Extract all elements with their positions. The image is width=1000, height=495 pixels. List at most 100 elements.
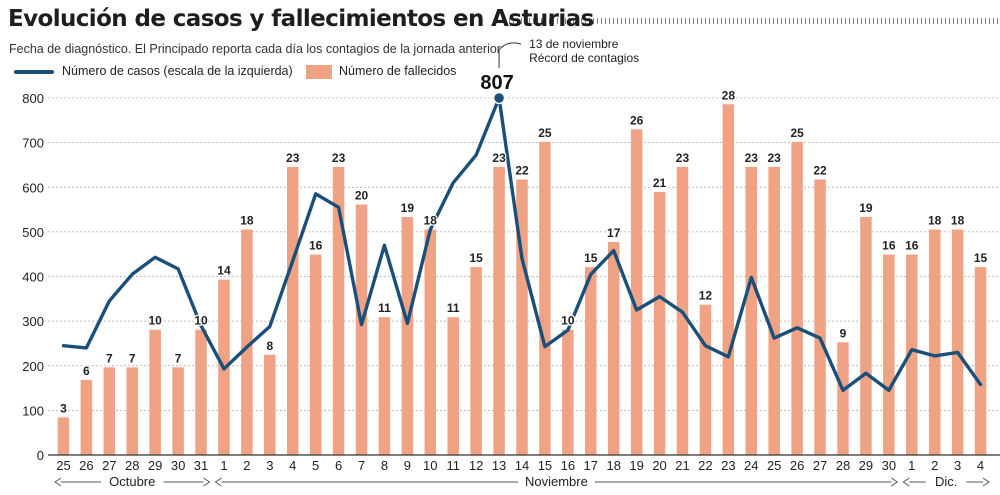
peak-value-label: 807: [480, 72, 513, 94]
bar: [928, 229, 941, 455]
bar: [951, 229, 964, 455]
bar-value-label: 22: [515, 163, 529, 177]
x-tick-label: 1: [220, 458, 227, 473]
x-tick-label: 24: [744, 458, 758, 473]
x-tick-label: 1: [908, 458, 915, 473]
x-tick-label: 13: [492, 458, 506, 473]
y-tick-label: 0: [37, 448, 44, 463]
bar-value-label: 7: [129, 351, 136, 365]
x-tick-label: 15: [538, 458, 552, 473]
bar-value-label: 14: [217, 264, 231, 278]
bar-value-label: 9: [840, 326, 847, 340]
bar: [814, 179, 826, 455]
legend-line-swatch: [14, 70, 54, 74]
y-tick-label: 600: [22, 180, 44, 195]
bar-value-label: 22: [813, 163, 827, 177]
x-tick-label: 26: [790, 458, 804, 473]
bar-value-label: 6: [83, 364, 90, 378]
x-tick-label: 16: [561, 458, 575, 473]
bar: [539, 141, 551, 455]
y-tick-label: 100: [22, 403, 44, 418]
bar: [195, 329, 207, 455]
legend-bar-label: Número de fallecidos: [339, 64, 457, 78]
annotation-date: 13 de noviembre: [529, 37, 619, 51]
x-tick-label: 12: [469, 458, 483, 473]
bar: [768, 166, 780, 456]
bar-value-label: 23: [745, 151, 759, 165]
x-tick-label: 4: [289, 458, 296, 473]
bar-value-label: 17: [607, 226, 621, 240]
bar: [722, 104, 735, 456]
bar: [126, 367, 138, 455]
month-arrow: [891, 477, 899, 487]
x-tick-label: 31: [194, 458, 208, 473]
x-tick-label: 18: [606, 458, 620, 473]
bar-value-label: 7: [106, 351, 113, 365]
bar-value-label: 8: [266, 339, 273, 353]
x-tick-label: 21: [675, 458, 689, 473]
bar-value-label: 16: [905, 239, 919, 253]
bar-value-label: 28: [722, 88, 736, 102]
chart-subtitle: Fecha de diagnóstico. El Principado repo…: [9, 42, 501, 56]
month-label: Noviembre: [525, 474, 588, 489]
month-arrow: [203, 477, 211, 487]
x-tick-label: 28: [125, 458, 139, 473]
x-tick-label: 10: [423, 458, 437, 473]
bar-value-label: 19: [859, 201, 873, 215]
bar: [883, 254, 895, 455]
bar: [80, 379, 93, 455]
month-arrow: [214, 477, 222, 487]
bar: [745, 166, 758, 456]
bar-value-label: 23: [286, 151, 300, 165]
bar-value-label: 16: [309, 239, 323, 253]
cases-line: [61, 96, 983, 392]
x-tick-label: 11: [446, 458, 460, 473]
bar: [355, 204, 368, 455]
y-tick-label: 400: [22, 270, 44, 285]
bar: [447, 317, 459, 455]
x-tick-label: 6: [335, 458, 342, 473]
bar-value-label: 7: [175, 351, 182, 365]
x-tick-label: 20: [652, 458, 666, 473]
x-tick-label: 4: [977, 458, 984, 473]
bar: [516, 179, 528, 455]
bar-value-label: 20: [355, 188, 369, 202]
x-tick-label: 3: [266, 458, 273, 473]
bar: [562, 329, 574, 455]
bar: [699, 304, 712, 455]
bar: [57, 417, 70, 455]
bar-value-label: 10: [194, 314, 208, 328]
x-tick-label: 29: [148, 458, 162, 473]
x-tick-label: 19: [629, 458, 643, 473]
x-tick-label: 9: [404, 458, 411, 473]
bar-value-label: 16: [882, 239, 896, 253]
bar: [309, 254, 322, 455]
x-tick-label: 7: [358, 458, 365, 473]
x-tick-label: 5: [312, 458, 319, 473]
bar-value-label: 23: [768, 151, 782, 165]
x-tick-label: 27: [813, 458, 827, 473]
bar-value-label: 19: [401, 201, 415, 215]
bar: [837, 342, 849, 455]
bar-value-label: 15: [974, 251, 988, 265]
x-tick-label: 25: [767, 458, 781, 473]
bar: [493, 166, 505, 456]
y-tick-label: 500: [22, 225, 44, 240]
y-tick-label: 700: [22, 136, 44, 151]
bar-value-label: 15: [584, 251, 598, 265]
bar: [791, 141, 803, 455]
bar: [974, 267, 987, 455]
y-tick-label: 200: [22, 359, 44, 374]
x-tick-label: 27: [102, 458, 116, 473]
bar: [585, 267, 597, 455]
x-tick-label: 14: [515, 458, 529, 473]
month-label: Dic.: [935, 474, 957, 489]
bar-value-label: 18: [951, 214, 965, 228]
title-decoration: [505, 18, 1000, 24]
month-label: Octubre: [109, 474, 155, 489]
bar-value-label: 25: [790, 126, 804, 140]
x-tick-label: 3: [954, 458, 961, 473]
x-tick-label: 30: [171, 458, 185, 473]
bar: [149, 329, 161, 455]
